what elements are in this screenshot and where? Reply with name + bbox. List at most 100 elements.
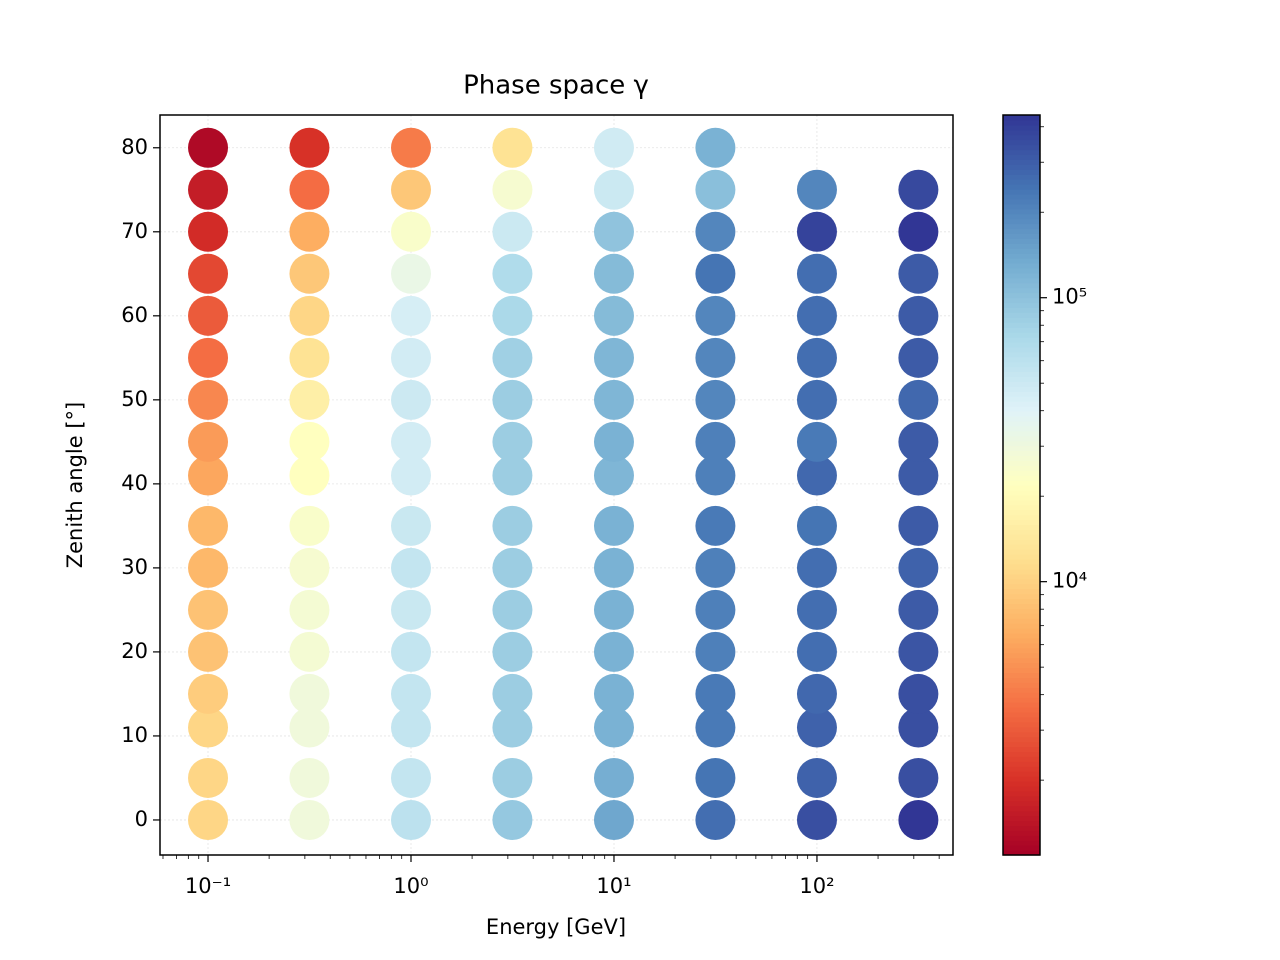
point <box>593 757 634 798</box>
point <box>289 295 330 336</box>
colorbar-segment <box>1003 756 1040 762</box>
colorbar-segment <box>1003 613 1040 619</box>
colorbar-segment <box>1003 243 1040 249</box>
colorbar-segment <box>1003 593 1040 600</box>
colorbar-segment <box>1003 312 1040 318</box>
colorbar-segment <box>1003 554 1040 560</box>
point <box>695 379 736 420</box>
colorbar-segment <box>1003 169 1040 175</box>
point <box>898 707 939 748</box>
colorbar-segment <box>1003 371 1040 378</box>
colorbar-segment <box>1003 677 1040 683</box>
point <box>390 547 431 588</box>
point <box>492 631 533 672</box>
colorbar-segment <box>1003 519 1040 526</box>
point <box>492 455 533 496</box>
colorbar-segment <box>1003 485 1040 491</box>
colorbar-segment <box>1003 450 1040 456</box>
colorbar-segment <box>1003 193 1040 200</box>
point <box>188 799 229 840</box>
point <box>289 211 330 252</box>
colorbar-segment <box>1003 415 1040 422</box>
colorbar-segment <box>1003 381 1040 387</box>
colorbar-segment <box>1003 470 1040 476</box>
point <box>898 589 939 630</box>
point <box>898 631 939 672</box>
point <box>188 455 229 496</box>
colorbar-segment <box>1003 771 1040 777</box>
colorbar-segment <box>1003 164 1040 170</box>
point <box>390 127 431 168</box>
point <box>390 707 431 748</box>
y-tick-label: 80 <box>121 135 148 159</box>
y-tick-label: 20 <box>121 639 148 663</box>
colorbar-segment <box>1003 529 1040 535</box>
point <box>796 589 837 630</box>
point <box>593 799 634 840</box>
point <box>188 421 229 462</box>
point <box>796 211 837 252</box>
colorbar-segment <box>1003 149 1040 156</box>
colorbar-segment <box>1003 292 1040 299</box>
point <box>492 253 533 294</box>
y-tick-label: 50 <box>121 387 148 411</box>
plot-frame <box>159 114 954 856</box>
colorbar-segment <box>1003 524 1040 530</box>
colorbar-segment <box>1003 184 1040 190</box>
colorbar-segment <box>1003 189 1040 195</box>
point <box>898 337 939 378</box>
point <box>289 547 330 588</box>
colorbar-segment <box>1003 228 1040 234</box>
point <box>492 295 533 336</box>
colorbar-segment <box>1003 174 1040 180</box>
point <box>390 589 431 630</box>
colorbar-segment <box>1003 815 1040 822</box>
colorbar-segment <box>1003 455 1040 461</box>
point <box>898 169 939 210</box>
colorbar-segment <box>1003 776 1040 782</box>
colorbar-segment <box>1003 578 1040 585</box>
point <box>492 673 533 714</box>
colorbar-segment <box>1003 544 1040 550</box>
point <box>898 455 939 496</box>
point <box>695 211 736 252</box>
colorbar-segment <box>1003 346 1040 353</box>
colorbar-segment <box>1003 213 1040 220</box>
colorbar-segment <box>1003 667 1040 674</box>
colorbar-segment <box>1003 652 1040 659</box>
point <box>695 505 736 546</box>
colorbar-segment <box>1003 726 1040 733</box>
colorbar-segment <box>1003 445 1040 452</box>
point <box>390 337 431 378</box>
point <box>289 169 330 210</box>
colorbar-segment <box>1003 208 1040 215</box>
point <box>796 547 837 588</box>
colorbar-segment <box>1003 238 1040 244</box>
colorbar-segment <box>1003 682 1040 688</box>
y-tick-label: 0 <box>135 807 148 831</box>
colorbar-segment <box>1003 588 1040 595</box>
colorbar-segment <box>1003 672 1040 678</box>
colorbar-segment <box>1003 549 1040 555</box>
point <box>188 169 229 210</box>
point <box>593 547 634 588</box>
colorbar-segment <box>1003 805 1040 812</box>
x-axis-label: Energy [GeV] <box>486 915 626 939</box>
colorbar-frame <box>1002 114 1041 856</box>
y-tick-label: 30 <box>121 555 148 579</box>
point <box>390 211 431 252</box>
point <box>695 673 736 714</box>
chart-title: Phase space γ <box>463 71 649 101</box>
point <box>289 799 330 840</box>
colorbar-segment <box>1003 751 1040 757</box>
point <box>796 631 837 672</box>
colorbar-segment <box>1003 662 1040 669</box>
colorbar-segment <box>1003 509 1040 516</box>
point <box>188 707 229 748</box>
colorbar-segment <box>1003 139 1040 146</box>
colorbar-segment <box>1003 637 1040 644</box>
colorbar-segment <box>1003 504 1040 511</box>
colorbar-segment <box>1003 198 1040 205</box>
colorbar-segment <box>1003 642 1040 649</box>
point <box>492 505 533 546</box>
